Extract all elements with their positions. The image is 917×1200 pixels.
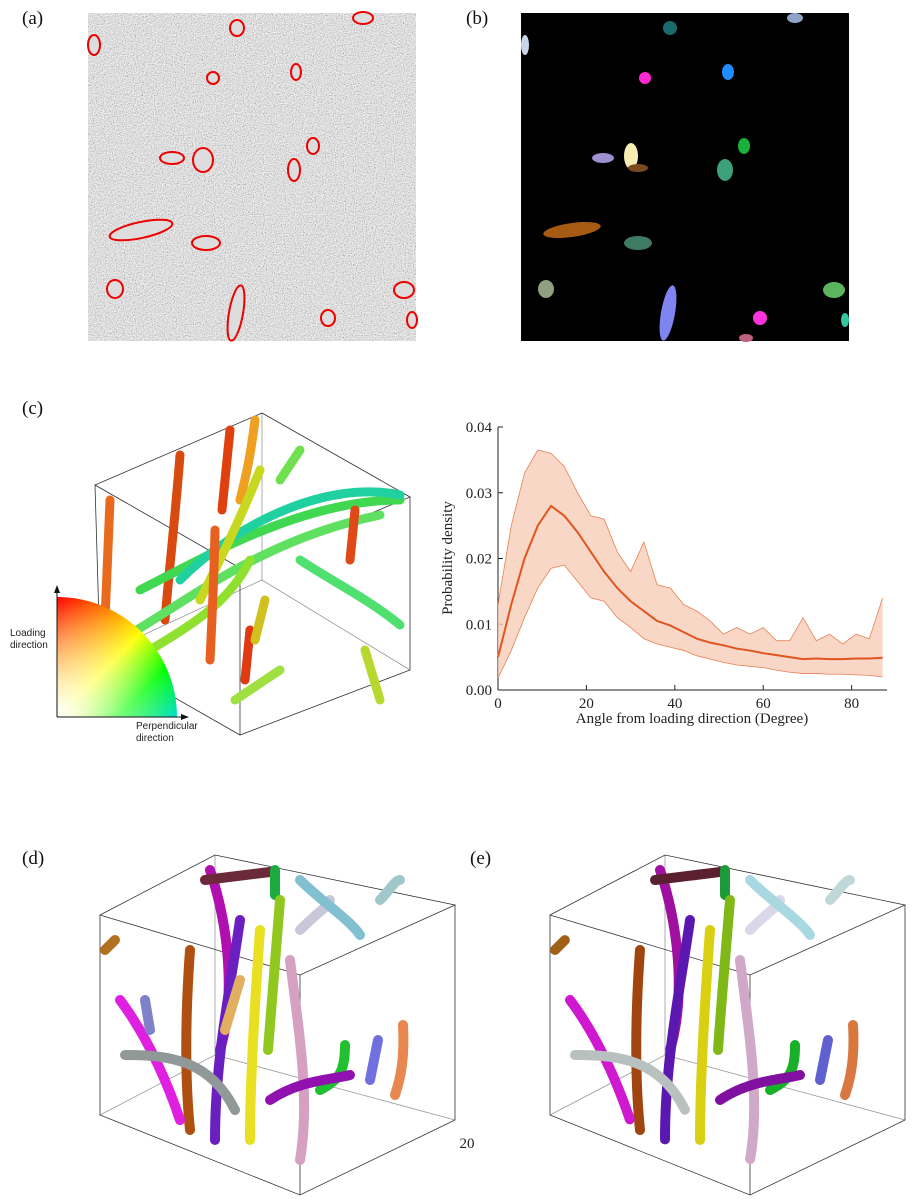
y-tick-label: 0.01: [466, 617, 492, 633]
y-tick-label: 0.02: [466, 552, 492, 568]
confidence-band: [498, 450, 883, 679]
key-label: Perpendicular direction: [136, 721, 198, 744]
x-axis-label: Angle from loading direction (Degree): [576, 711, 808, 727]
y-tick-label: 0.03: [466, 486, 492, 502]
color-key: [54, 585, 189, 720]
x-tick-label: 0: [494, 696, 502, 712]
y-tick-label: 0.00: [466, 683, 492, 699]
panel-label: (b): [466, 8, 489, 29]
y-axis-label: Probability density: [440, 501, 456, 615]
key-label: Loading direction: [10, 628, 48, 651]
x-tick-label: 40: [667, 696, 682, 712]
y-tick-label: 0.04: [466, 420, 493, 436]
cube-3d: [99, 854, 457, 1196]
x-tick-label: 20: [579, 696, 594, 712]
cube-3d: [94, 412, 411, 736]
x-tick-label: 60: [756, 696, 771, 712]
panel-label: (d): [22, 848, 45, 869]
band-edge: [497, 564, 883, 679]
panel-label: (c): [22, 398, 44, 419]
page-number: 20: [460, 1136, 475, 1152]
segmentation: [521, 13, 849, 342]
mean-line: [497, 504, 883, 661]
band-edge: [497, 449, 883, 645]
x-tick-label: 80: [844, 696, 859, 712]
panel-label: (e): [470, 848, 492, 869]
micrograph: [87, 11, 418, 342]
cube-3d-mesh: [549, 854, 907, 1196]
panel-label: (a): [22, 8, 44, 29]
